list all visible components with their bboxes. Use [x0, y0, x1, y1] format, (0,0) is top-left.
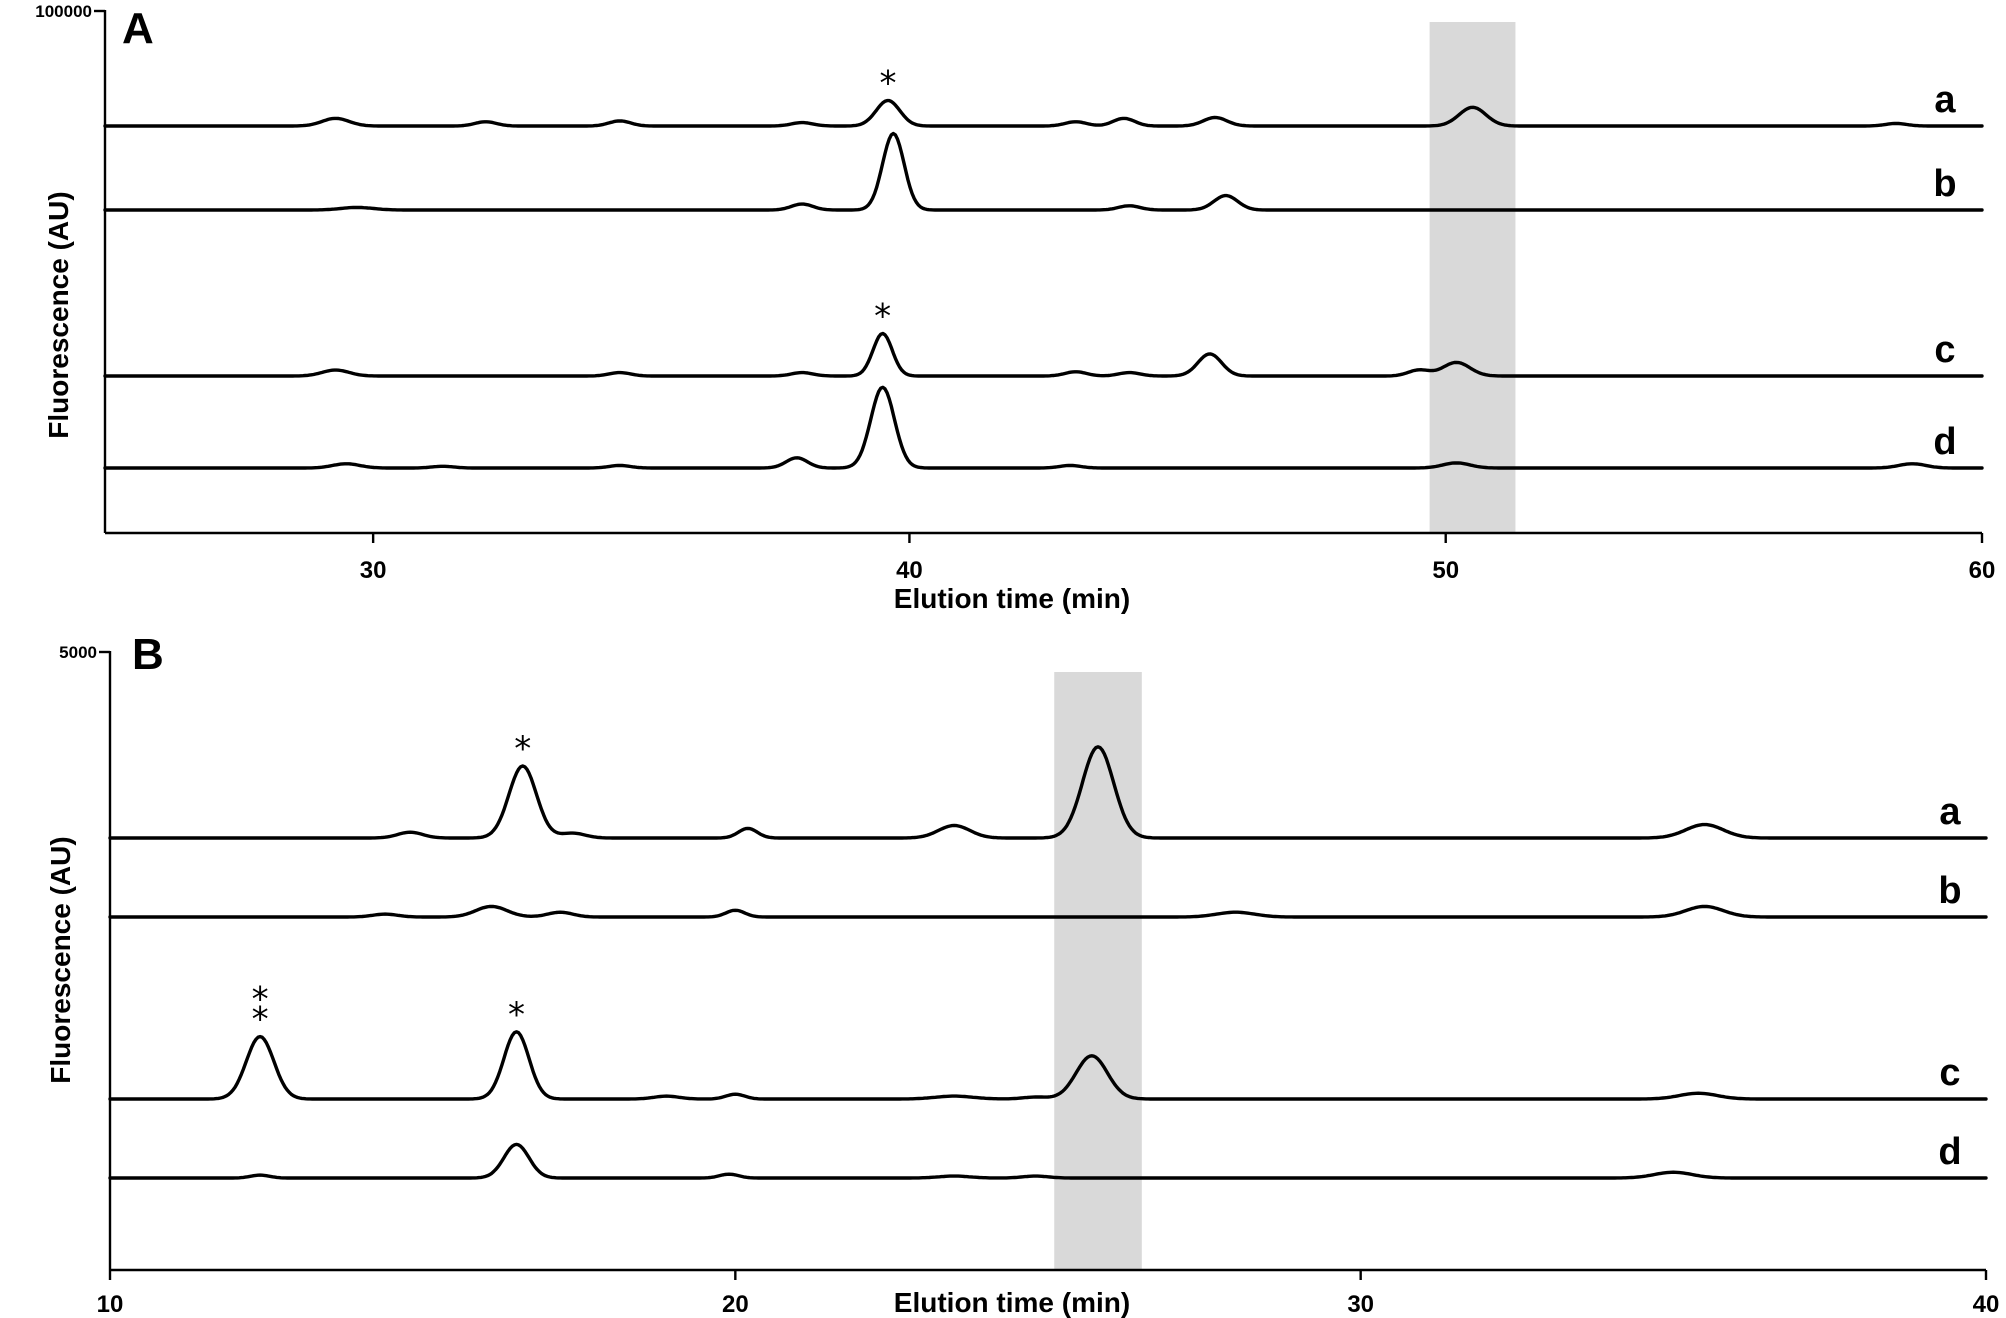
trace-label-b: b [1933, 163, 1956, 205]
trace-labels-b: ab cd [1938, 791, 1961, 1173]
peak-annotations-b: *** * [252, 729, 532, 1040]
trace-b [103, 131, 1984, 212]
trace-a [103, 98, 1984, 128]
peak-annotation-c: * [252, 980, 269, 1020]
x-ticks-b: 10 20 30 40 [97, 1270, 2000, 1318]
x-tick-label-30: 30 [360, 557, 387, 584]
trace-d [108, 1142, 1988, 1180]
trace-d [103, 385, 1984, 470]
x-axis-title-a: Elution time (min) [894, 583, 1130, 614]
peak-annotation-c: * [252, 1000, 269, 1040]
trace-c [103, 331, 1984, 378]
x-tick-label-40: 40 [896, 557, 923, 584]
highlight-region-a [1429, 22, 1516, 533]
y-axis-title-b: Fluorescence (AU) [45, 836, 76, 1083]
x-ticks-a: 30 40 50 60 [360, 533, 1996, 584]
x-tick-label-40: 40 [1973, 1291, 2000, 1318]
trace-label-a: a [1934, 79, 1956, 121]
peak-annotation-c: * [874, 297, 891, 337]
peak-annotation-c: * [508, 995, 525, 1035]
trace-labels-a: ab c d [1933, 79, 1956, 463]
x-tick-label-10: 10 [97, 1291, 124, 1318]
traces-b [108, 745, 1988, 1180]
trace-label-c: c [1939, 1052, 1960, 1094]
peak-annotation-a: * [879, 64, 896, 104]
panel-letter-a: A [122, 4, 154, 53]
peak-annotation-a: * [514, 729, 531, 769]
x-tick-label-30: 30 [1347, 1291, 1374, 1318]
trace-label-d: d [1933, 421, 1956, 463]
trace-a [108, 745, 1988, 840]
highlight-region-b [1054, 672, 1142, 1270]
trace-label-c: c [1934, 329, 1955, 371]
trace-c [108, 1030, 1988, 1101]
y-axis-title-a: Fluorescence (AU) [43, 191, 74, 438]
trace-label-a: a [1939, 791, 1961, 833]
y-max-label-a: 100000 [35, 2, 92, 21]
y-max-label-b: 5000 [59, 643, 97, 662]
x-axis-title-b: Elution time (min) [894, 1287, 1130, 1318]
traces-a [103, 98, 1984, 470]
trace-label-b: b [1938, 870, 1961, 912]
peak-annotations-a: ** [874, 64, 896, 337]
x-tick-label-20: 20 [722, 1291, 749, 1318]
panel-letter-b: B [132, 630, 164, 679]
trace-label-d: d [1938, 1131, 1961, 1173]
x-tick-label-50: 50 [1432, 557, 1459, 584]
x-tick-label-60: 60 [1969, 557, 1996, 584]
trace-b [108, 904, 1988, 919]
